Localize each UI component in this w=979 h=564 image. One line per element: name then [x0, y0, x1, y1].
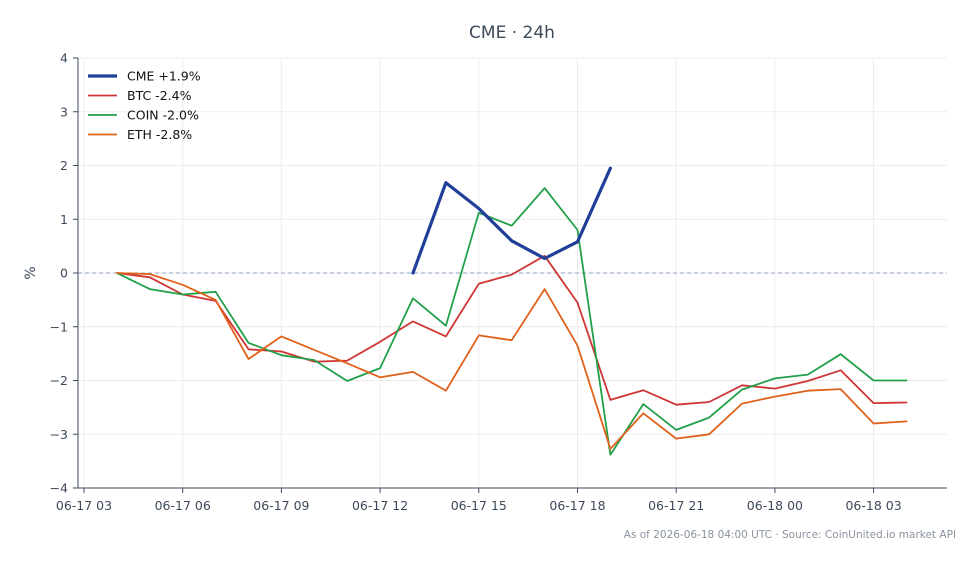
- y-axis-label: %: [23, 266, 39, 279]
- chart-title: CME · 24h: [469, 23, 555, 43]
- x-axis-ticks: 06-17 03 06-17 06 06-17 09 06-17 12 06-17 15…: [56, 488, 902, 513]
- x-tick-label: 06-17 15: [451, 498, 507, 513]
- x-tick-label: 06-17 18: [549, 498, 605, 513]
- y-tick-label: −1: [50, 319, 68, 334]
- x-tick-label: 06-17 09: [253, 498, 309, 513]
- series-line-eth: [116, 272, 908, 450]
- y-tick-label: 0: [60, 266, 68, 281]
- series-line-cme: [411, 166, 612, 275]
- y-tick-label: −2: [50, 373, 68, 388]
- x-tick-label: 06-17 06: [155, 498, 211, 513]
- x-tick-label: 06-17 03: [56, 498, 112, 513]
- x-tick-label: 06-18 00: [747, 498, 803, 513]
- x-tick-label: 06-18 03: [845, 498, 901, 513]
- y-tick-label: −4: [50, 481, 68, 496]
- x-tick-label: 06-17 21: [648, 498, 704, 513]
- y-tick-label: 3: [60, 104, 68, 119]
- y-tick-label: 2: [60, 158, 68, 173]
- series-line-btc: [116, 254, 908, 406]
- y-tick-label: 4: [60, 51, 68, 66]
- series-lines: [116, 166, 908, 456]
- y-tick-label: 1: [60, 212, 68, 227]
- x-tick-label: 06-17 12: [352, 498, 408, 513]
- y-tick-label: −3: [50, 427, 68, 442]
- source-footnote: As of 2026-06-18 04:00 UTC · Source: Coi…: [624, 529, 956, 541]
- series-line-coin: [116, 187, 908, 456]
- y-axis-ticks: 4 3 2 1 0 −1 −2 −3 −4: [50, 51, 78, 496]
- legend-label: ETH -2.8%: [127, 127, 192, 142]
- legend-label: COIN -2.0%: [127, 108, 199, 123]
- legend-label: BTC -2.4%: [127, 88, 192, 103]
- legend-label: CME +1.9%: [127, 69, 201, 84]
- legend: CME +1.9% BTC -2.4% COIN -2.0% ETH -2.8%: [88, 69, 201, 142]
